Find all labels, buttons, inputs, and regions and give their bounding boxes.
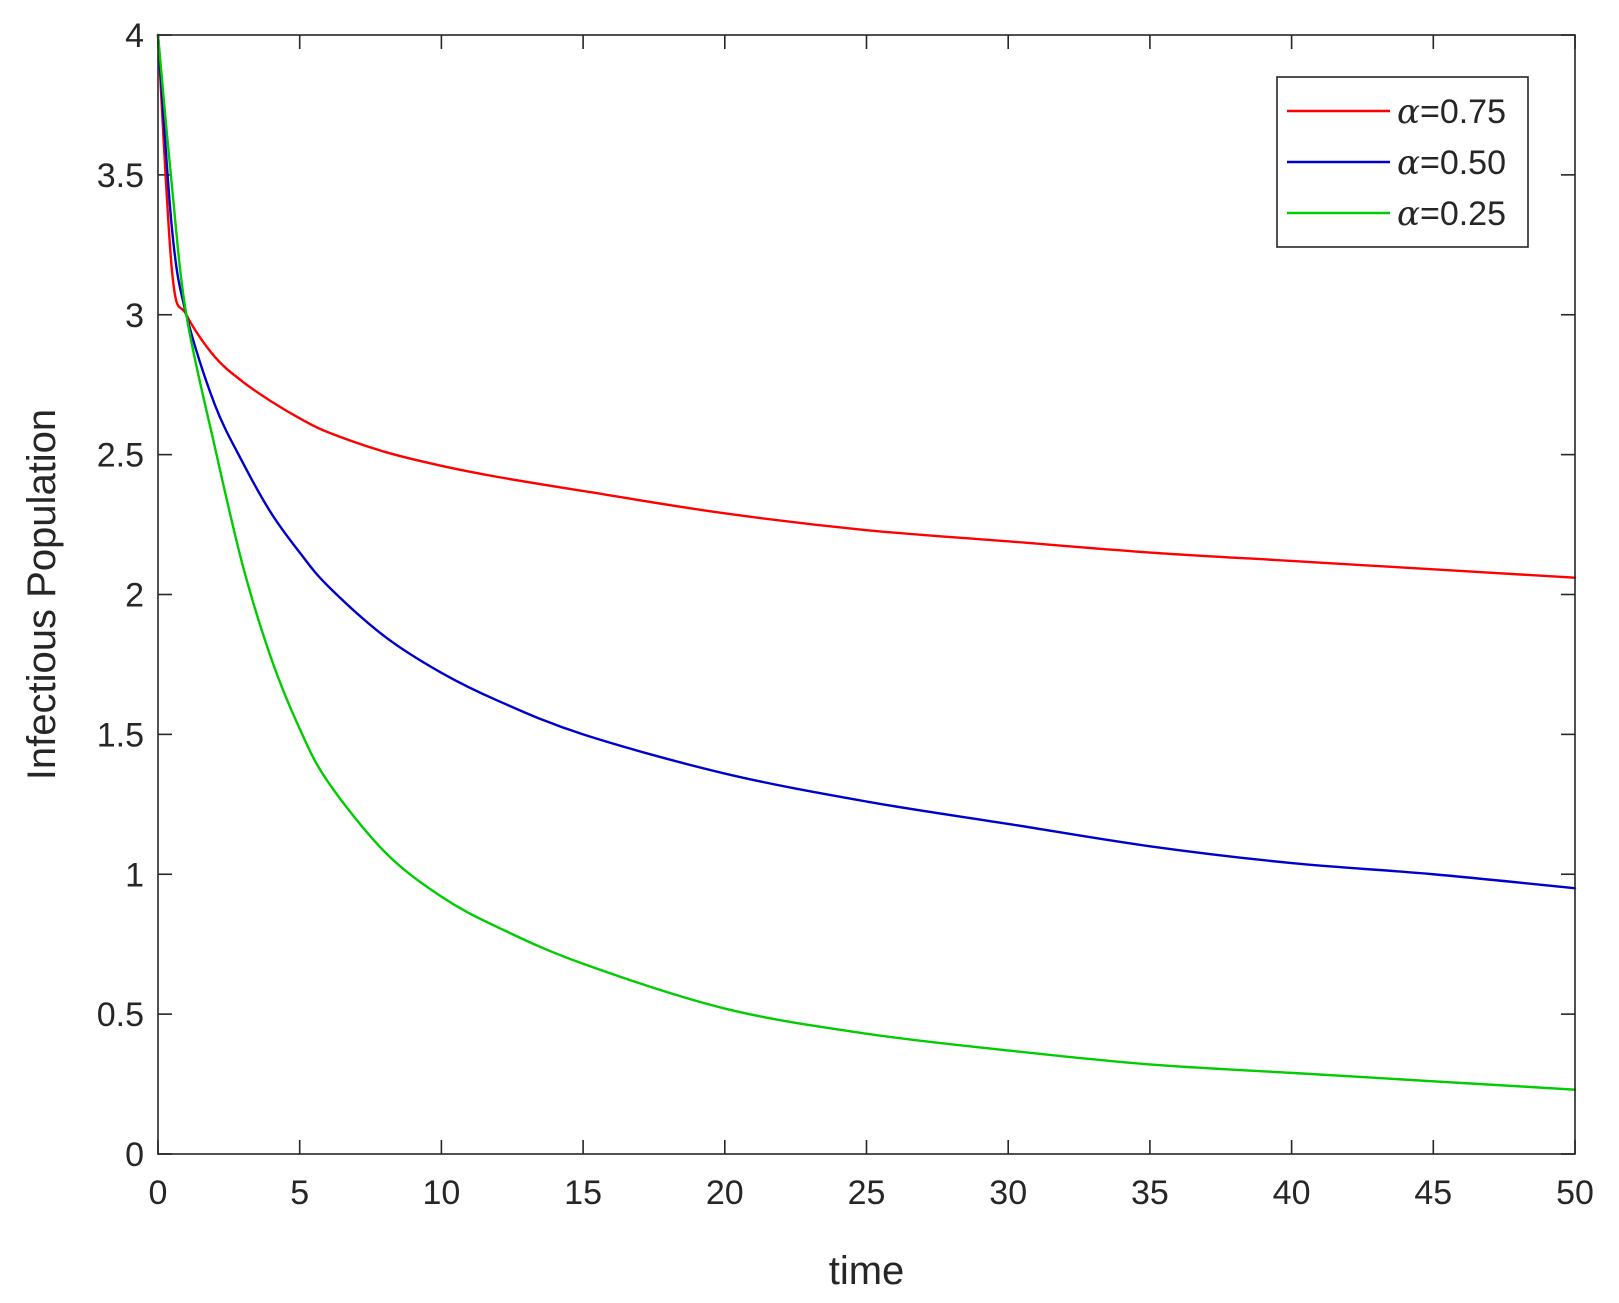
series-line-2 [156, 33, 1577, 1091]
x-tick-label: 10 [422, 1174, 460, 1212]
legend-label-0: α=0.75 [1397, 92, 1506, 132]
x-tick-label: 5 [290, 1174, 309, 1212]
y-tick-label: 0.5 [97, 996, 144, 1034]
y-tick-label: 3.5 [97, 157, 144, 195]
legend-value: =0.25 [1420, 195, 1506, 233]
x-tick-label: 25 [848, 1174, 886, 1212]
legend-alpha-symbol: α [1397, 92, 1420, 132]
x-axis-label: time [829, 1249, 905, 1293]
legend-value: =0.75 [1420, 93, 1506, 131]
y-tick-label: 2.5 [97, 437, 144, 475]
x-tick-label: 45 [1414, 1174, 1452, 1212]
legend-alpha-symbol: α [1397, 194, 1420, 234]
y-tick-label: 2 [125, 577, 144, 615]
x-tick-label: 40 [1273, 1174, 1311, 1212]
legend-value: =0.50 [1420, 144, 1506, 182]
x-tick-label: 0 [149, 1174, 168, 1212]
series-lines [156, 33, 1577, 1091]
y-tick-label: 1.5 [97, 716, 144, 754]
x-tick-label: 15 [564, 1174, 602, 1212]
y-tick-label: 0 [125, 1136, 144, 1174]
legend: α=0.75α=0.50α=0.25 [1276, 76, 1529, 248]
x-tick-label: 20 [706, 1174, 744, 1212]
y-tick-label: 1 [125, 856, 144, 894]
x-tick-label: 35 [1131, 1174, 1169, 1212]
legend-alpha-symbol: α [1397, 143, 1420, 183]
y-tick-label: 3 [125, 297, 144, 335]
series-line-1 [156, 33, 1577, 890]
y-axis-label: Infectious Population [20, 409, 64, 780]
x-tick-label: 30 [989, 1174, 1027, 1212]
legend-label-2: α=0.25 [1397, 194, 1506, 234]
x-axis-ticks: 0 5 10 15 20 25 30 35 40 45 50 [149, 35, 1594, 1212]
series-line-0 [156, 33, 1577, 579]
plot-frame [157, 34, 1576, 1155]
y-tick-label: 4 [125, 17, 144, 55]
x-tick-label: 50 [1556, 1174, 1594, 1212]
y-axis-ticks: 0 0.5 1 1.5 2 2.5 3 3.5 4 [97, 17, 1575, 1174]
legend-label-1: α=0.50 [1397, 143, 1506, 183]
